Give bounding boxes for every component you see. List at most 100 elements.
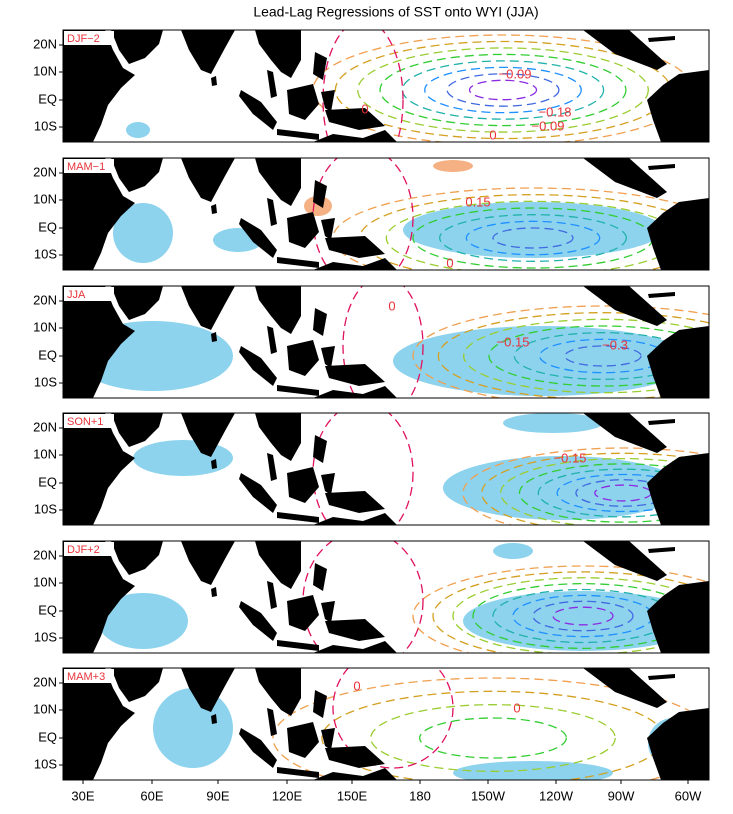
contour-label: 0.15: [465, 194, 490, 209]
contour: [465, 220, 601, 256]
panel-frame: [62, 540, 710, 654]
contour: [492, 227, 574, 249]
panel-field: [63, 286, 709, 398]
contour-label: 0: [388, 298, 395, 313]
contour: [439, 214, 627, 262]
lat-label: EQ: [38, 729, 57, 744]
panel-frame: [62, 285, 710, 399]
shading: [113, 203, 173, 263]
panel-label-bg: [64, 159, 114, 173]
contour: [272, 677, 709, 780]
lat-label: 10S: [34, 374, 57, 389]
map-panel: SON+1: [62, 412, 710, 526]
contour-label: 0: [513, 700, 520, 715]
lat-label: 10N: [33, 63, 57, 78]
panel-frame: [62, 667, 710, 781]
lat-label: 10S: [34, 756, 57, 771]
panel-label: DJF+2: [67, 544, 100, 556]
map-panel: DJF+2: [62, 540, 710, 654]
lat-label: 10N: [33, 574, 57, 589]
shading: [453, 761, 613, 780]
contour: [462, 447, 709, 525]
lat-label: 10N: [33, 319, 57, 334]
lat-label: 10S: [34, 501, 57, 516]
lat-label: EQ: [38, 602, 57, 617]
lon-label: 150E: [337, 788, 368, 803]
panel-frame: [62, 157, 710, 271]
panel-label: SON+1: [67, 416, 103, 428]
contour: [379, 53, 627, 127]
contour-label: 0: [489, 127, 496, 142]
lat-label: 20N: [33, 292, 57, 307]
lon-label: 90E: [206, 788, 229, 803]
shading: [126, 122, 150, 138]
panel-label-bg: [64, 287, 114, 301]
panel-label-bg: [64, 31, 114, 45]
lon-label: 60E: [140, 788, 163, 803]
shading: [403, 202, 663, 258]
lat-label: EQ: [38, 474, 57, 489]
panel-field: [63, 413, 709, 525]
lat-label: 10N: [33, 701, 57, 716]
shading: [98, 593, 188, 649]
lat-label: 10S: [34, 246, 57, 261]
panel-label: DJF−2: [67, 33, 100, 45]
zero-contour: [342, 286, 424, 398]
contour: [401, 60, 605, 120]
contour: [432, 571, 709, 653]
map-panel: MAM−1: [62, 157, 710, 271]
contour: [412, 565, 709, 653]
panel-field: [63, 158, 709, 270]
contour-label: −0.3: [602, 337, 628, 352]
lat-label: EQ: [38, 347, 57, 362]
contour: [532, 600, 634, 632]
contour: [412, 305, 709, 398]
zero-contour: [322, 30, 404, 142]
lon-label: 120E: [272, 788, 303, 803]
panel-label: MAM+3: [67, 671, 105, 683]
figure-title: Lead-Lag Regressions of SST onto WYI (JJ…: [253, 4, 538, 20]
contour: [468, 79, 538, 101]
contour-label: −0.15: [497, 334, 530, 349]
contour: [518, 463, 709, 523]
lat-label: EQ: [38, 219, 57, 234]
shading: [304, 196, 332, 216]
contour: [463, 318, 709, 394]
contour: [437, 312, 709, 398]
lon-label: 90W: [608, 788, 635, 803]
contour: [552, 606, 614, 626]
map-panel: MAM+3: [62, 667, 710, 781]
lat-label: EQ: [38, 91, 57, 106]
panel-field: [63, 541, 709, 653]
shading: [133, 440, 233, 476]
contour: [500, 457, 709, 525]
lon-label: 60W: [675, 788, 702, 803]
lat-label: 20N: [33, 674, 57, 689]
shading: [503, 413, 603, 433]
zero-contour: [332, 668, 454, 769]
contour-label: −0.18: [539, 104, 572, 119]
contour: [357, 47, 649, 133]
contour: [446, 73, 560, 107]
lat-label: 10S: [34, 118, 57, 133]
contour: [370, 704, 616, 772]
panel-label-bg: [64, 669, 114, 683]
panel-field: [63, 668, 709, 780]
lon-label: 120W: [539, 788, 574, 803]
lat-label: 10S: [34, 629, 57, 644]
lat-label: 20N: [33, 36, 57, 51]
contour-label: −0.09: [499, 66, 532, 81]
contour: [385, 200, 681, 270]
lon-label: 180: [409, 788, 431, 803]
map-panel: JJA: [62, 285, 710, 399]
panel-label: JJA: [67, 289, 86, 301]
panel-label-bg: [64, 542, 114, 556]
contour-label: −0.09: [532, 118, 565, 133]
lat-label: 10N: [33, 446, 57, 461]
contour-label: 0: [446, 255, 453, 270]
contour-label: −0.15: [554, 450, 587, 465]
contour: [452, 577, 709, 653]
lat-label: 10N: [33, 191, 57, 206]
contour: [564, 345, 642, 367]
